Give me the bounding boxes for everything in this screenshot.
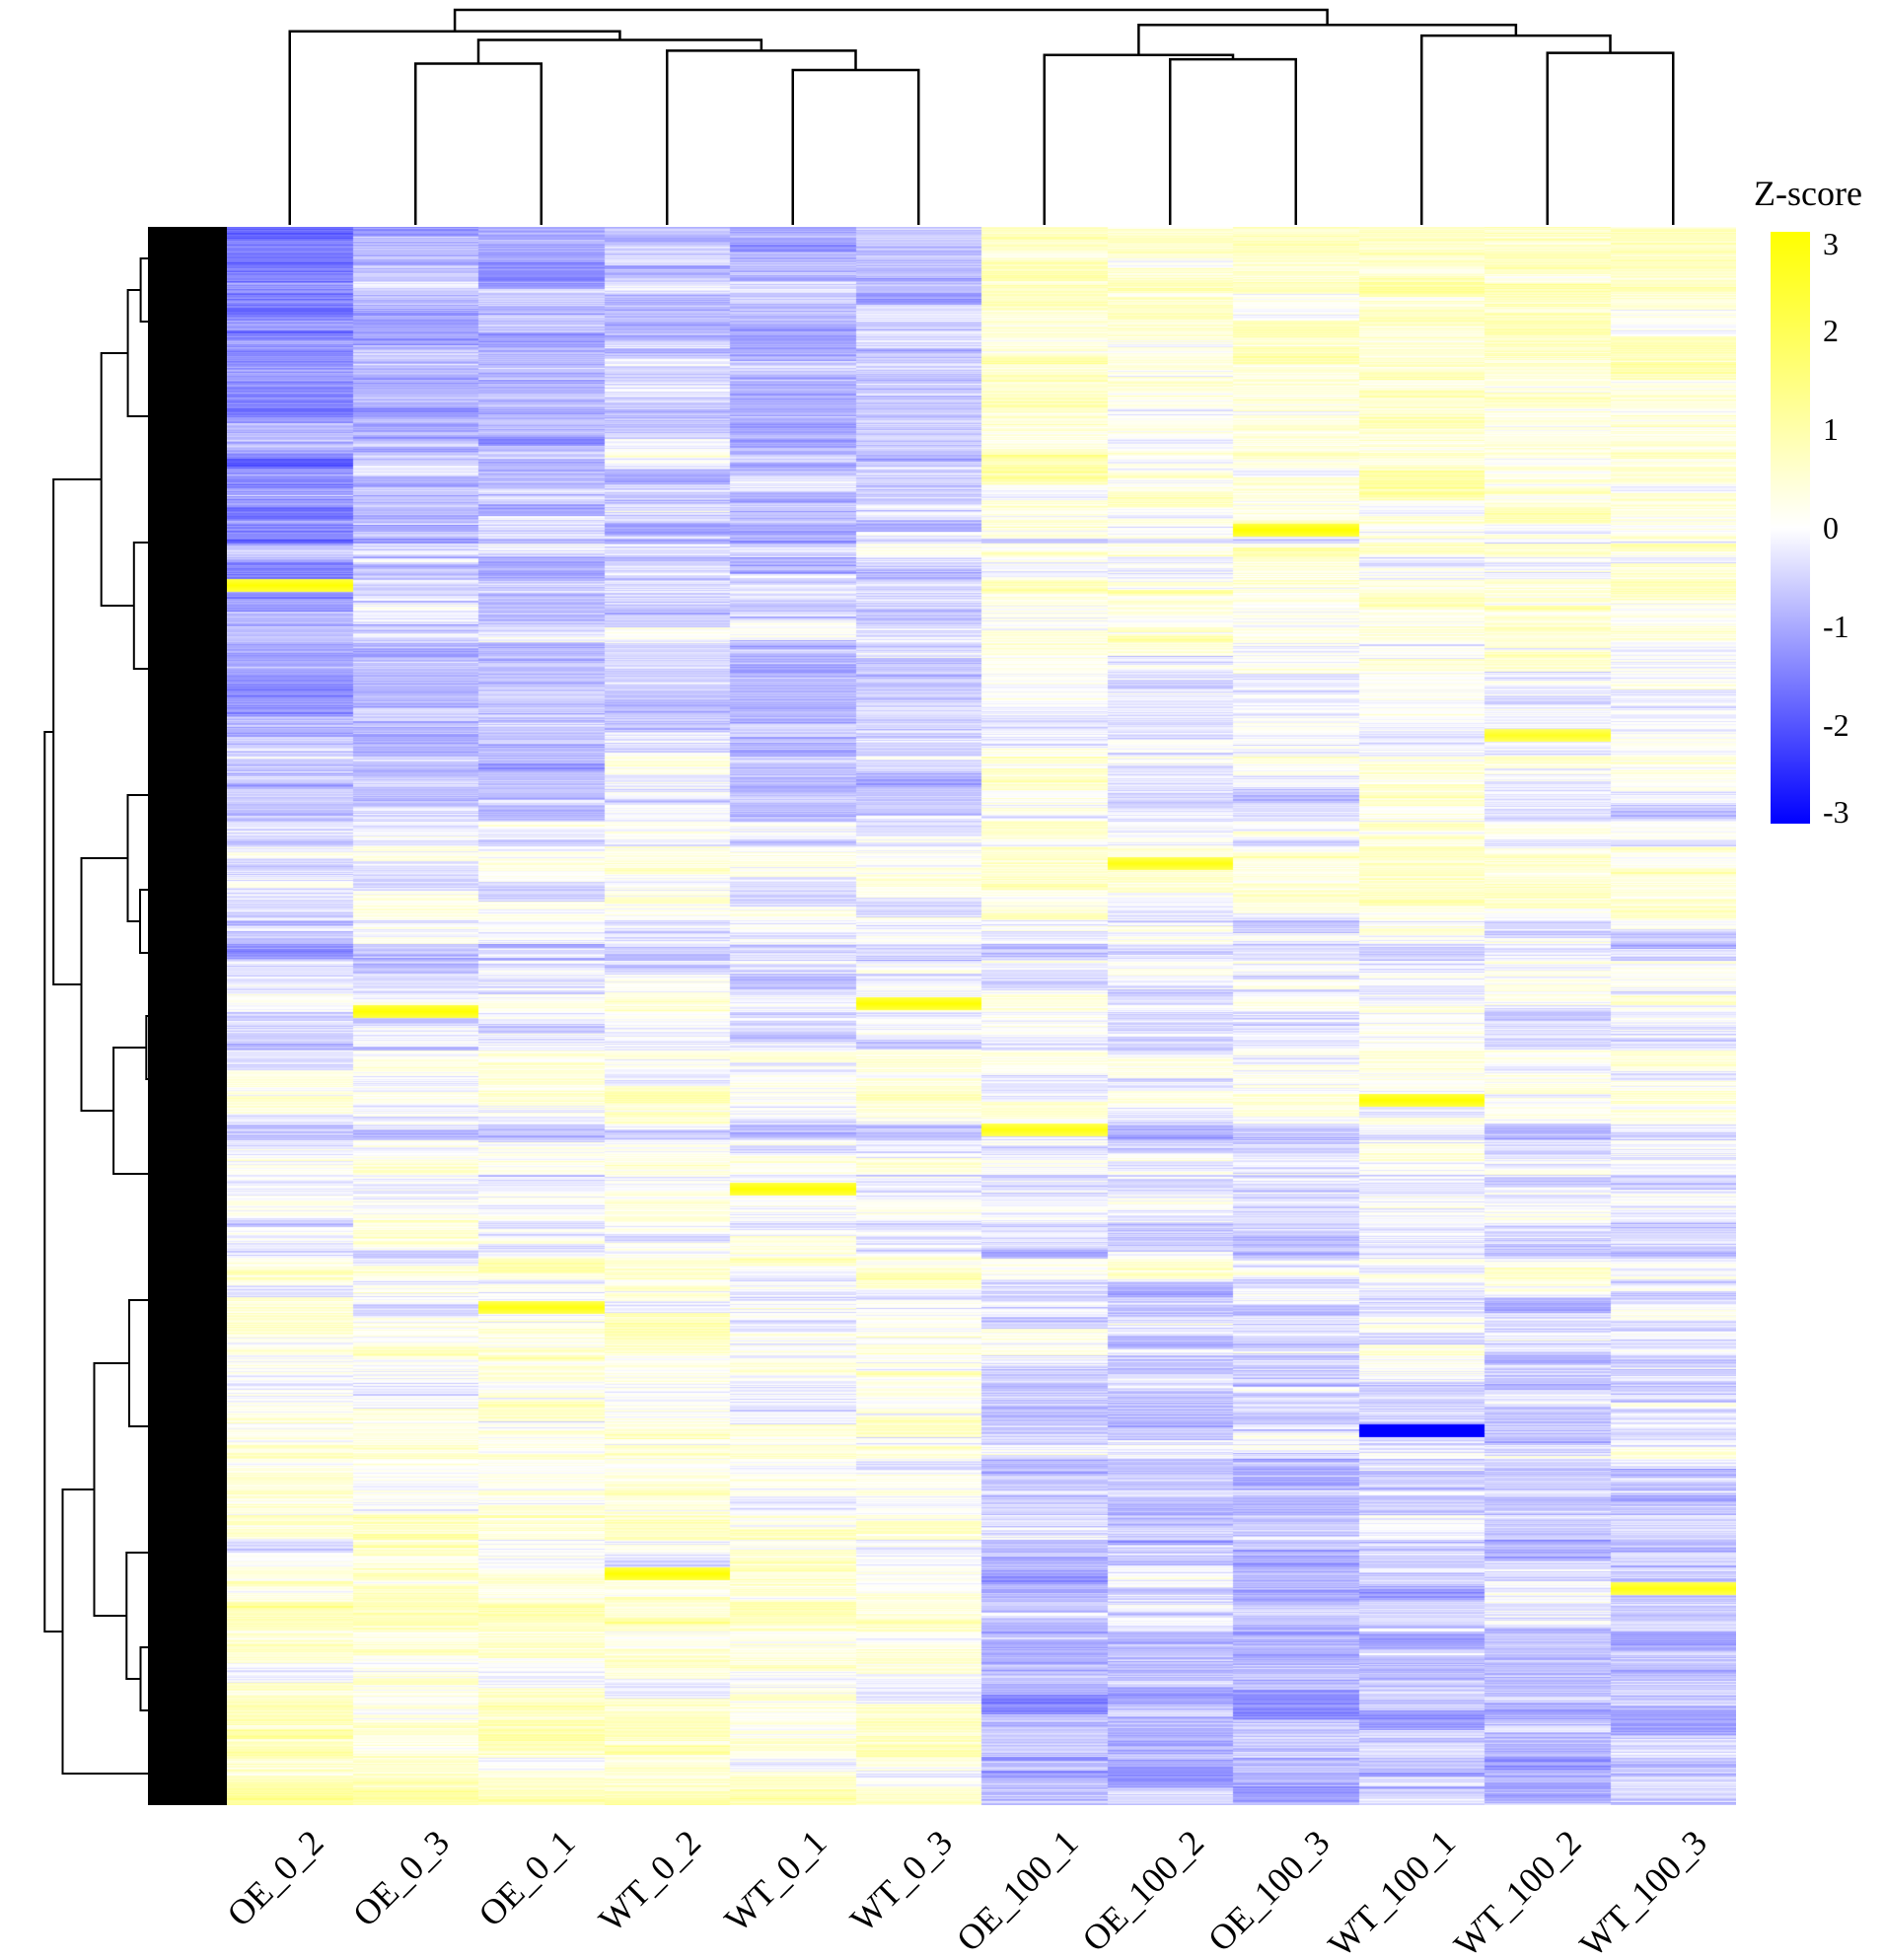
column-dendrogram-branch bbox=[453, 8, 1329, 32]
column-dendrogram-branch bbox=[414, 62, 543, 225]
colorbar-tick-label: -3 bbox=[1823, 794, 1849, 830]
column-dendrogram-branch bbox=[1169, 57, 1297, 225]
colorbar-legend: Z-score 3 2 1 0 -1 -2 -3 bbox=[1754, 174, 1862, 830]
column-dendrogram bbox=[288, 8, 1675, 225]
column-label: WT_0_3 bbox=[842, 1822, 960, 1939]
column-label: WT_100_2 bbox=[1446, 1822, 1588, 1960]
heatmap-cells bbox=[227, 227, 1736, 1805]
colorbar-tick-label: 3 bbox=[1823, 226, 1839, 261]
column-label: OE_0_1 bbox=[471, 1822, 582, 1933]
row-dendrogram bbox=[43, 227, 227, 1805]
row-dendrogram-leaves bbox=[148, 227, 227, 1805]
colorbar-gradient bbox=[1771, 232, 1810, 824]
colorbar-tick-label: -1 bbox=[1823, 609, 1849, 644]
colorbar-tick-label: 1 bbox=[1823, 411, 1839, 447]
column-label: OE_100_2 bbox=[1074, 1822, 1211, 1959]
colorbar-tick-label: -2 bbox=[1823, 707, 1849, 743]
column-label: WT_0_2 bbox=[591, 1822, 708, 1939]
column-dendrogram-branch bbox=[1546, 51, 1675, 225]
column-label: WT_100_3 bbox=[1572, 1822, 1714, 1960]
column-label: OE_100_3 bbox=[1200, 1822, 1338, 1959]
column-label: WT_0_1 bbox=[717, 1822, 834, 1939]
column-dendrogram-branch bbox=[1043, 53, 1235, 225]
colorbar-ticks: 3 2 1 0 -1 -2 -3 bbox=[1823, 226, 1849, 830]
column-dendrogram-branch bbox=[791, 68, 920, 225]
column-dendrogram-branch bbox=[288, 30, 621, 225]
column-label: OE_0_2 bbox=[219, 1822, 330, 1933]
colorbar-title: Z-score bbox=[1754, 174, 1862, 213]
column-dendrogram-branch bbox=[666, 49, 857, 225]
column-label: WT_100_1 bbox=[1321, 1822, 1463, 1960]
colorbar-tick-label: 2 bbox=[1823, 313, 1839, 348]
colorbar-tick-label: 0 bbox=[1823, 510, 1839, 545]
column-label: OE_0_3 bbox=[345, 1822, 457, 1933]
column-labels: OE_0_2 OE_0_3 OE_0_1 WT_0_2 WT_0_1 WT_0_3OE_1… bbox=[219, 1822, 1714, 1960]
column-label: OE_100_1 bbox=[949, 1822, 1086, 1959]
column-dendrogram-branch bbox=[1137, 24, 1518, 55]
column-dendrogram-branch bbox=[1420, 34, 1612, 225]
